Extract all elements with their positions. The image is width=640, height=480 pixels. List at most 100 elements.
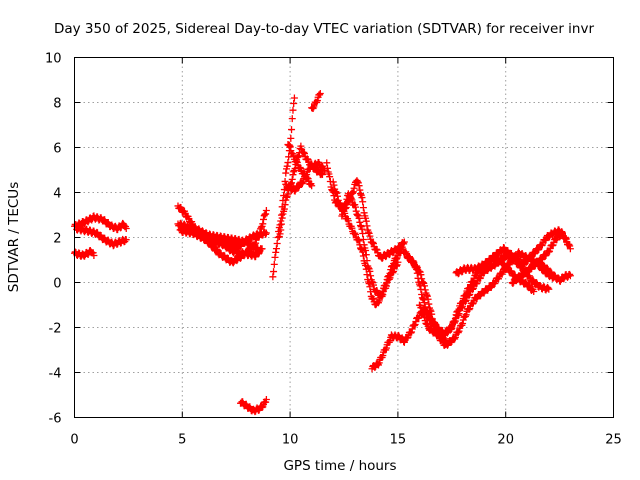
- data-point: [415, 280, 423, 288]
- data-point: [276, 221, 284, 229]
- data-point: [533, 279, 541, 287]
- data-point: [209, 242, 217, 250]
- data-point: [316, 91, 324, 99]
- data-point: [202, 234, 210, 242]
- data-point: [274, 233, 282, 241]
- axis-ticks: [74, 57, 614, 418]
- data-point: [416, 282, 424, 290]
- data-point: [213, 246, 221, 254]
- data-point: [530, 250, 538, 258]
- data-point: [458, 299, 466, 307]
- data-point: [427, 315, 435, 323]
- data-point: [270, 268, 278, 276]
- plot-frame: [74, 57, 614, 418]
- data-point: [260, 215, 268, 223]
- data-point: [520, 271, 528, 279]
- data-point: [564, 240, 572, 248]
- data-point: [298, 180, 306, 188]
- data-point: [372, 245, 380, 253]
- data-point: [350, 184, 358, 192]
- data-point: [258, 245, 266, 253]
- data-point: [512, 277, 520, 285]
- data-point: [366, 232, 374, 240]
- data-point: [290, 94, 298, 102]
- y-tick-label: -6: [49, 412, 62, 427]
- data-point: [329, 178, 337, 186]
- data-point: [417, 285, 425, 293]
- data-point: [297, 142, 305, 150]
- data-point: [216, 249, 224, 257]
- data-point: [351, 231, 359, 239]
- data-point: [269, 273, 277, 281]
- data-point: [434, 331, 442, 339]
- data-point: [413, 266, 421, 274]
- data-point: [366, 267, 374, 275]
- data-point: [358, 194, 366, 202]
- data-point: [527, 254, 535, 262]
- data-point: [286, 143, 294, 151]
- data-point: [465, 306, 473, 314]
- data-point: [348, 224, 356, 232]
- data-point: [359, 204, 367, 212]
- data-point: [443, 341, 451, 349]
- data-point: [363, 257, 371, 265]
- data-point: [364, 264, 372, 272]
- data-point: [355, 237, 363, 245]
- data-points: [71, 90, 574, 416]
- data-point: [288, 126, 296, 134]
- data-point: [462, 311, 470, 319]
- y-tick-labels: -6 -4 -2 0 2 4 6 8 10: [45, 52, 62, 427]
- data-point: [290, 152, 298, 160]
- data-point: [469, 278, 477, 286]
- data-point: [530, 288, 538, 295]
- y-tick-label: 4: [53, 187, 61, 202]
- data-point: [303, 174, 311, 182]
- data-point: [278, 214, 286, 222]
- data-point: [545, 285, 553, 293]
- data-point: [369, 281, 377, 289]
- data-point: [281, 201, 289, 209]
- data-point: [300, 148, 308, 156]
- data-point: [330, 181, 338, 189]
- data-point: [339, 206, 347, 214]
- data-point: [362, 247, 370, 255]
- data-point: [262, 210, 270, 218]
- data-point: [339, 210, 347, 218]
- data-point: [421, 303, 429, 311]
- data-point: [342, 199, 350, 207]
- data-point: [355, 182, 363, 190]
- data-point: [122, 225, 130, 232]
- data-point: [359, 229, 367, 237]
- data-point: [284, 159, 292, 167]
- data-point: [360, 241, 368, 249]
- data-point: [252, 239, 260, 247]
- data-point: [420, 313, 428, 321]
- data-point: [551, 271, 559, 279]
- data-point: [351, 203, 359, 211]
- data-point: [451, 315, 459, 323]
- data-point: [283, 162, 291, 170]
- data-point: [334, 192, 342, 200]
- data-point: [308, 182, 316, 190]
- data-point: [258, 404, 266, 412]
- data-point: [359, 235, 367, 243]
- data-point: [247, 246, 255, 254]
- data-point: [356, 186, 364, 194]
- data-point: [466, 284, 474, 292]
- data-point: [289, 106, 297, 114]
- y-tick-label: -4: [49, 367, 62, 382]
- x-tick-label: 5: [178, 433, 186, 448]
- data-point: [359, 198, 367, 206]
- data-point: [523, 268, 531, 276]
- data-point: [451, 333, 459, 341]
- data-point: [523, 257, 531, 265]
- y-tick-label: 6: [53, 142, 61, 157]
- data-point: [455, 305, 463, 313]
- data-point: [379, 351, 387, 359]
- data-point: [418, 290, 426, 298]
- data-point: [394, 258, 402, 266]
- chart-title: Day 350 of 2025, Sidereal Day-to-day VTE…: [54, 21, 594, 37]
- data-point: [276, 230, 284, 238]
- data-point: [516, 274, 524, 282]
- data-point: [413, 269, 421, 277]
